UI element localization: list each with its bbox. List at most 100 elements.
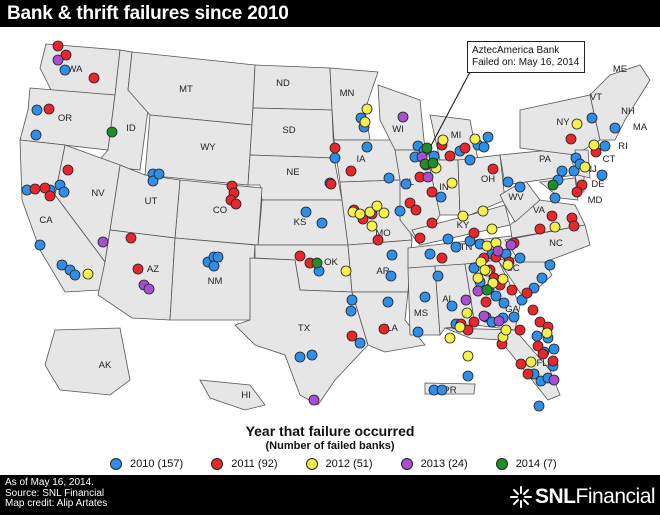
failure-dot [501, 325, 511, 335]
failure-dot [413, 327, 423, 337]
failure-dot [465, 155, 475, 165]
state-label-mn: MN [340, 88, 355, 99]
failure-dot [362, 104, 372, 114]
state-label-nm: NM [208, 276, 223, 287]
legend-item-2012: 2012 (51) [306, 458, 373, 470]
failure-dot [507, 285, 517, 295]
failure-dot [557, 166, 567, 176]
failure-dot [516, 359, 526, 369]
legend-label-2010: 2010 (157) [130, 458, 183, 470]
failure-dot [482, 241, 492, 251]
legend-item-2010: 2010 (157) [110, 458, 183, 470]
failure-dot [126, 233, 136, 243]
failure-dot [461, 295, 471, 305]
state-label-vt: VT [590, 92, 602, 103]
failure-dot [30, 184, 40, 194]
failure-dot [566, 134, 576, 144]
failure-dot [373, 235, 383, 245]
failure-dot [347, 331, 357, 341]
failure-dot [83, 269, 93, 279]
failure-dot [515, 182, 525, 192]
state-label-fl: FL [536, 358, 547, 369]
failure-dot [63, 165, 73, 175]
legend-item-2013: 2013 (24) [401, 458, 468, 470]
state-label-tx: TX [298, 323, 311, 334]
failure-dot [422, 143, 432, 153]
state-label-id: ID [126, 123, 136, 134]
failure-dot [509, 312, 519, 322]
failure-dot [499, 298, 509, 308]
failure-dot [587, 113, 597, 123]
snl-logo: SNLFinancial [510, 485, 655, 509]
state-label-ne: NE [286, 167, 299, 178]
failure-dot [515, 253, 525, 263]
failure-dot [537, 273, 547, 283]
legend-label-2012: 2012 (51) [326, 458, 373, 470]
failure-dot [231, 199, 241, 209]
failure-dot [31, 130, 41, 140]
legend-swatch-2014 [496, 458, 508, 470]
callout-failed-date: Failed on: May 16, 2014 [472, 57, 580, 69]
us-map: WA OR ID MT ND SD WY NE NV CA UT CO KS A… [0, 27, 660, 420]
failure-dot [580, 162, 590, 172]
failure-dot [523, 369, 533, 379]
map-svg: WA OR ID MT ND SD WY NE NV CA UT CO KS A… [0, 27, 660, 420]
failure-dot [549, 344, 559, 354]
failure-dot [317, 218, 327, 228]
footer: As of May 16, 2014. Source: SNL Financia… [0, 475, 660, 515]
state-label-co: CO [213, 205, 227, 216]
failure-dot [32, 105, 42, 115]
failure-dot [515, 325, 525, 335]
state-label-nh: NH [621, 106, 635, 117]
failure-dot [379, 208, 389, 218]
logo-suffix: Financial [576, 485, 656, 508]
failure-dot [473, 273, 483, 283]
failure-dot [411, 205, 421, 215]
failure-dot [498, 274, 508, 284]
failure-dot [463, 351, 473, 361]
state-label-ia: IA [357, 154, 367, 165]
failure-dot [437, 253, 447, 263]
legend-title: Year that failure occurred [0, 423, 660, 439]
failure-dot [549, 375, 559, 385]
state-label-ri: RI [618, 141, 628, 152]
failure-dot [483, 132, 493, 142]
footer-notes: As of May 16, 2014. Source: SNL Financia… [5, 478, 107, 510]
failure-dot [547, 211, 557, 221]
failure-dot [545, 260, 555, 270]
legend: Year that failure occurred (Number of fa… [0, 420, 660, 475]
failure-dot [542, 328, 552, 338]
failure-dot [355, 338, 365, 348]
failure-dot [295, 352, 305, 362]
state-shape-ak [45, 328, 130, 395]
failure-dot [487, 224, 497, 234]
state-label-wi: WI [392, 124, 404, 135]
failure-dot [53, 41, 63, 51]
failure-dot [436, 192, 446, 202]
failure-dot [398, 112, 408, 122]
failure-dot [89, 73, 99, 83]
state-label-oh: OH [481, 174, 495, 185]
legend-swatch-2011 [211, 458, 223, 470]
failure-dot [447, 301, 457, 311]
failure-dot [420, 292, 430, 302]
legend-swatch-2012 [306, 458, 318, 470]
failure-dot [330, 143, 340, 153]
failure-dot [154, 169, 164, 179]
failure-dot [346, 166, 356, 176]
state-label-ut: UT [145, 196, 158, 207]
legend-swatch-2013 [401, 458, 413, 470]
failure-dot [383, 297, 393, 307]
failure-dot [548, 180, 558, 190]
state-label-wv: WV [508, 192, 524, 203]
failure-dot [133, 264, 143, 274]
failure-dot [479, 142, 489, 152]
failure-dot [463, 371, 473, 381]
state-label-ct: CT [603, 154, 616, 165]
state-label-ca: CA [39, 215, 53, 226]
failure-dot [425, 249, 435, 259]
state-label-ms: MS [414, 308, 428, 319]
state-shape-hi [200, 380, 265, 410]
failure-dot [346, 306, 356, 316]
state-label-wy: WY [200, 142, 216, 153]
